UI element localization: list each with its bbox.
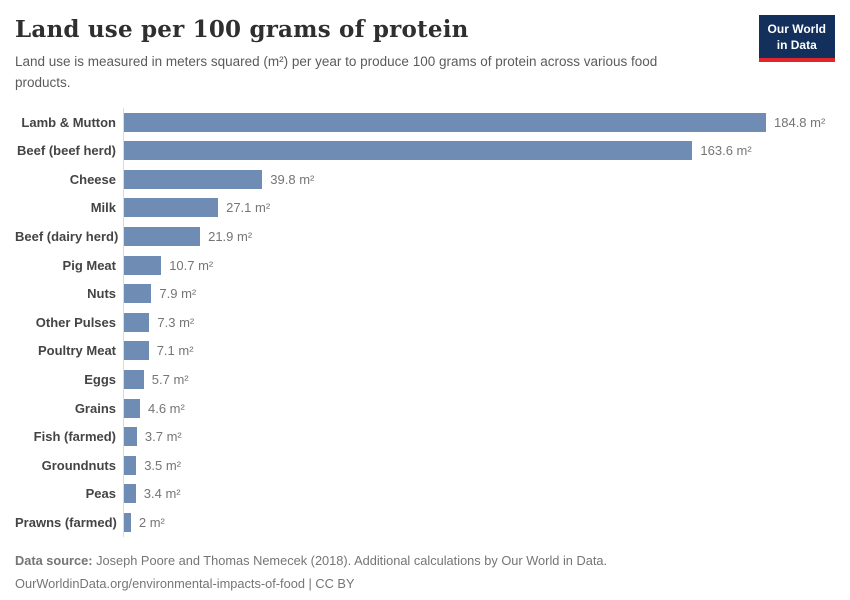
chart-row: Prawns (farmed) 2 m² (15, 508, 835, 537)
bar[interactable] (124, 255, 162, 275)
bar[interactable] (124, 312, 150, 332)
category-label: Beef (beef herd) (17, 143, 116, 159)
bar-area: 7.3 m² (123, 308, 835, 337)
category-label: Beef (dairy herd) (15, 229, 119, 245)
footer-source-label: Data source: (15, 552, 93, 568)
category-label: Groundnuts (41, 457, 116, 473)
value-label: 3.4 m² (143, 486, 181, 502)
chart-row: Fish (farmed) 3.7 m² (15, 422, 835, 451)
bar-area: 5.7 m² (123, 365, 835, 394)
logo-line-2: in Data (776, 37, 817, 52)
bar-area: 2 m² (123, 508, 835, 537)
chart-header: Land use per 100 grams of protein Land u… (15, 13, 835, 94)
value-label: 4.6 m² (148, 400, 185, 416)
value-label: 3.7 m² (144, 429, 182, 445)
bar[interactable] (124, 227, 201, 247)
bar[interactable] (124, 427, 137, 447)
value-label: 27.1 m² (226, 200, 271, 216)
value-label: 2 m² (138, 514, 165, 530)
category-label: Pig Meat (62, 257, 116, 273)
value-label: 21.9 m² (208, 229, 253, 245)
logo-line-1: Our World (767, 22, 826, 36)
value-label: 39.8 m² (270, 171, 315, 187)
bar[interactable] (124, 398, 140, 418)
bar-area: 10.7 m² (123, 250, 835, 280)
footer-separator: | (304, 576, 316, 592)
footer-source-text: Joseph Poore and Thomas Nemecek (2018). … (96, 552, 608, 568)
bar[interactable] (124, 484, 136, 504)
bar-area: 4.6 m² (123, 393, 835, 423)
value-label: 184.8 m² (774, 114, 826, 130)
category-label: Lamb & Mutton (21, 114, 116, 130)
chart-row: Poultry Meat 7.1 m² (15, 336, 835, 366)
footer-source-line: Data source: Joseph Poore and Thomas Nem… (15, 549, 835, 573)
chart-subtitle: Land use is measured in meters squared (… (15, 54, 658, 90)
bar[interactable] (124, 512, 131, 532)
category-label: Other Pulses (35, 314, 116, 330)
chart-row: Pig Meat 10.7 m² (15, 250, 835, 280)
bar[interactable] (124, 198, 219, 218)
bar-area: 163.6 m² (123, 136, 835, 166)
category-label: Cheese (69, 171, 116, 187)
chart-row: Groundnuts 3.5 m² (15, 450, 835, 480)
bar[interactable] (124, 455, 137, 475)
category-label: Eggs (84, 371, 116, 387)
category-label: Milk (90, 200, 116, 216)
value-label: 7.9 m² (159, 286, 197, 302)
bar-area: 39.8 m² (123, 165, 835, 194)
chart-row: Cheese 39.8 m² (15, 165, 835, 194)
footer-url-link[interactable]: OurWorldinData.org/environmental-impacts… (15, 576, 305, 592)
chart-row: Nuts 7.9 m² (15, 279, 835, 308)
chart-row: Milk 27.1 m² (15, 193, 835, 223)
bar-area: 184.8 m² (123, 107, 835, 137)
bar-area: 3.5 m² (123, 450, 835, 480)
bar-area: 3.4 m² (123, 479, 835, 509)
chart-row: Eggs 5.7 m² (15, 365, 835, 394)
value-label: 7.1 m² (156, 343, 194, 359)
bar-area: 21.9 m² (123, 222, 835, 251)
bar-area: 27.1 m² (123, 193, 835, 223)
chart-row: Beef (dairy herd) 21.9 m² (15, 222, 835, 251)
bar-chart: Lamb & Mutton 184.8 m² Beef (beef herd) 163… (15, 107, 835, 537)
chart-footer: Data source: Joseph Poore and Thomas Nem… (15, 549, 835, 596)
footer-license-link[interactable]: CC BY (315, 576, 355, 592)
chart-row: Other Pulses 7.3 m² (15, 308, 835, 337)
footer-license-line: OurWorldinData.org/environmental-impacts… (15, 572, 835, 596)
bar[interactable] (124, 169, 263, 189)
value-label: 5.7 m² (151, 371, 189, 387)
chart-row: Grains 4.6 m² (15, 393, 835, 423)
category-label: Grains (74, 400, 116, 416)
bar[interactable] (124, 341, 149, 361)
bar-area: 7.1 m² (123, 336, 835, 366)
bar-area: 7.9 m² (123, 279, 835, 308)
category-label: Nuts (87, 286, 116, 302)
value-label: 7.3 m² (157, 314, 195, 330)
bar[interactable] (124, 141, 693, 161)
category-label: Poultry Meat (37, 343, 116, 359)
chart-row: Peas 3.4 m² (15, 479, 835, 509)
bar[interactable] (124, 112, 766, 132)
chart-row: Beef (beef herd) 163.6 m² (15, 136, 835, 166)
chart-row: Lamb & Mutton 184.8 m² (15, 107, 835, 137)
chart-rows: Lamb & Mutton 184.8 m² Beef (beef herd) 163… (15, 107, 835, 537)
category-label: Fish (farmed) (33, 429, 116, 445)
page-title: Land use per 100 grams of protein (15, 16, 469, 43)
category-label: Prawns (farmed) (15, 514, 117, 530)
bar-area: 3.7 m² (123, 422, 835, 451)
category-label: Peas (85, 486, 116, 502)
bar[interactable] (124, 284, 152, 304)
bar[interactable] (124, 369, 144, 389)
value-label: 3.5 m² (144, 457, 182, 473)
header-text-block: Land use per 100 grams of protein Land u… (15, 13, 715, 94)
value-label: 10.7 m² (169, 257, 214, 273)
value-label: 163.6 m² (700, 143, 752, 159)
owid-logo[interactable]: Our World in Data (758, 15, 835, 63)
